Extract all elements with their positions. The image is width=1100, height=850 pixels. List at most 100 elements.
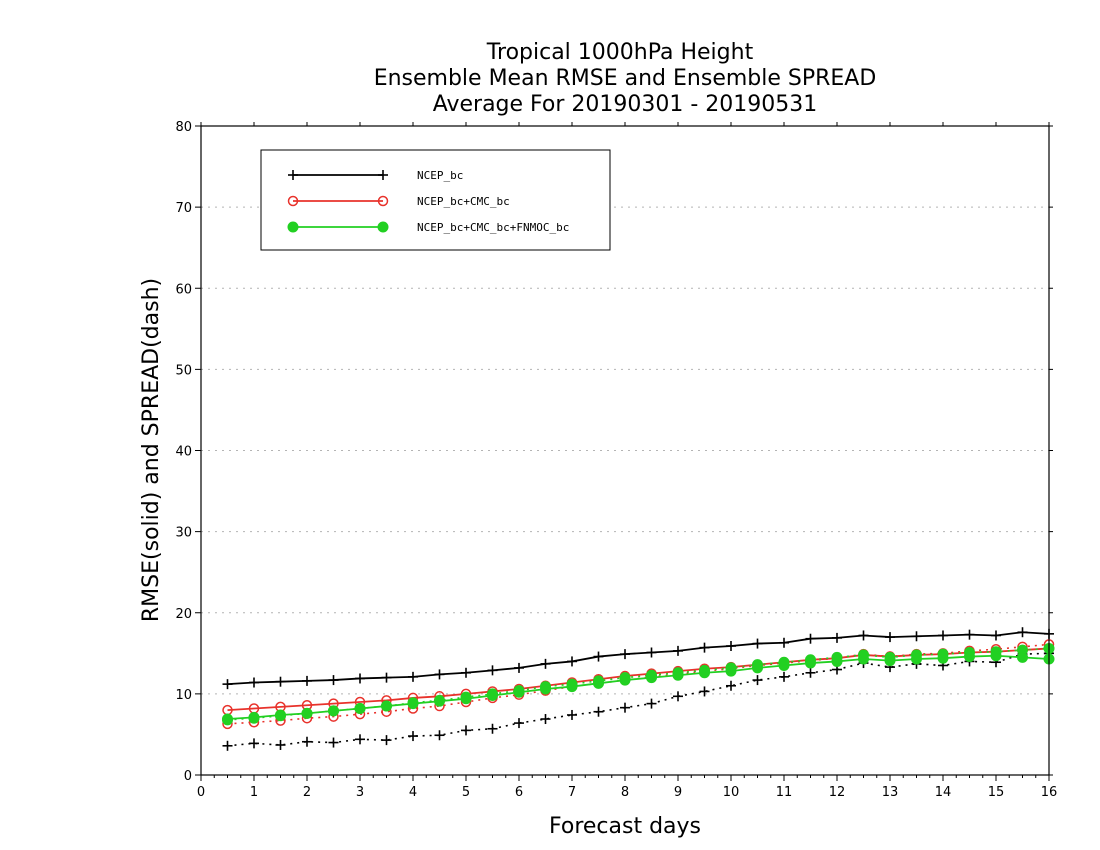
legend-label: NCEP_bc+CMC_bc (417, 195, 510, 208)
x-tick-label: 3 (356, 785, 364, 800)
rmse-point (884, 655, 896, 667)
rmse-point (355, 673, 365, 684)
title-line-2: Ensemble Mean RMSE and Ensemble SPREAD (374, 66, 877, 91)
legend-box (260, 149, 611, 251)
rmse-point (726, 641, 736, 652)
rmse-point (673, 645, 683, 656)
spread-point (593, 706, 604, 717)
rmse-point (646, 672, 657, 684)
rmse-point (407, 698, 419, 710)
legend-label: NCEP_bc (417, 169, 463, 182)
x-tick-label: 9 (674, 785, 682, 800)
rmse-point (752, 662, 763, 674)
legend-label: NCEP_bc+CMC_bc+FNMOC_bc (417, 221, 569, 234)
x-tick-label: 15 (988, 785, 1005, 800)
legend-marker (287, 221, 299, 233)
spread-point (620, 702, 630, 713)
rmse-point (301, 707, 313, 719)
grid-lines (201, 206, 1049, 695)
rmse-point (858, 630, 869, 641)
rmse-point (990, 650, 1002, 662)
legend-marker (377, 195, 389, 207)
rmse-point (938, 630, 948, 641)
spread-point (461, 725, 471, 736)
chart-title: Tropical 1000hPa Height Ensemble Mean RM… (374, 40, 877, 117)
y-tick-label: 70 (175, 201, 192, 216)
rmse-point (381, 700, 392, 712)
legend-marker (288, 170, 298, 180)
rmse-point (540, 683, 551, 695)
rmse-point (354, 702, 366, 714)
spread-point (752, 675, 763, 686)
rmse-point (752, 638, 763, 649)
spread-point (381, 735, 392, 746)
legend-item: NCEP_bc (288, 169, 463, 182)
legend-marker (377, 221, 389, 233)
rmse-point (540, 658, 551, 669)
title-line-1: Tropical 1000hPa Height (486, 40, 754, 65)
rmse-point (275, 709, 286, 721)
y-tick-label: 20 (175, 607, 192, 622)
y-axis-label: RMSE(solid) and SPREAD(dash) (139, 278, 164, 622)
legend-marker (287, 195, 299, 207)
rmse-point (408, 671, 418, 682)
y-tick-label: 80 (175, 120, 192, 135)
rmse-point (937, 652, 949, 664)
rmse-point (487, 665, 498, 676)
x-tick-label: 5 (462, 785, 470, 800)
rmse-point (593, 677, 604, 689)
rmse-point (885, 632, 895, 643)
rmse-point (566, 681, 578, 693)
rmse-point (672, 669, 684, 681)
legend-marker (378, 170, 388, 180)
spread-line (227, 652, 1050, 747)
x-tick-label: 8 (621, 785, 629, 800)
legend: NCEP_bc NCEP_bc+CMC_bc NCEP_bc+CMC_bc+FNMO… (260, 149, 611, 251)
rmse-point (964, 629, 975, 640)
rmse-point (249, 677, 259, 688)
series-layer (222, 627, 1055, 751)
rmse-point (991, 630, 1001, 641)
x-tick-label: 4 (409, 785, 417, 800)
spread-line (227, 643, 1050, 725)
rmse-point (831, 655, 843, 667)
rmse-point (222, 713, 233, 725)
x-tick-label: 2 (303, 785, 311, 800)
rmse-point (1017, 627, 1028, 638)
spread-point (302, 736, 312, 747)
spread-line (227, 647, 1050, 721)
spread-point (514, 718, 524, 729)
x-axis: 0 1 2 3 4 5 6 7 8 9 10 11 12 13 14 15 16 (197, 122, 1057, 800)
y-axis: 0 10 20 30 40 50 60 70 80 (175, 120, 1053, 784)
spread-point (805, 667, 816, 678)
rmse-point (328, 675, 339, 686)
rmse-line (227, 654, 1050, 720)
spread-point (249, 738, 259, 749)
rmse-point (514, 662, 524, 673)
rmse-point (460, 693, 472, 705)
y-tick-label: 0 (184, 769, 192, 784)
y-tick-label: 60 (175, 282, 192, 297)
rmse-point (805, 657, 816, 669)
spread-point (567, 709, 577, 720)
y-tick-label: 30 (175, 526, 192, 541)
spread-point (699, 686, 710, 697)
rmse-point (620, 649, 630, 660)
legend-item: NCEP_bc+CMC_bc (287, 195, 510, 208)
rmse-point (725, 665, 737, 677)
x-tick-label: 1 (250, 785, 258, 800)
x-tick-label: 10 (723, 785, 740, 800)
spread-point (673, 691, 683, 702)
rmse-point (699, 667, 710, 679)
rmse-point (381, 672, 392, 683)
rmse-point (461, 667, 471, 678)
rmse-point (778, 659, 790, 671)
rmse-point (911, 653, 922, 665)
spread-point (726, 680, 736, 691)
title-line-3: Average For 20190301 - 20190531 (433, 92, 818, 117)
spread-point (328, 737, 339, 748)
x-tick-label: 0 (197, 785, 205, 800)
rmse-point (805, 633, 816, 644)
y-tick-label: 10 (175, 688, 192, 703)
